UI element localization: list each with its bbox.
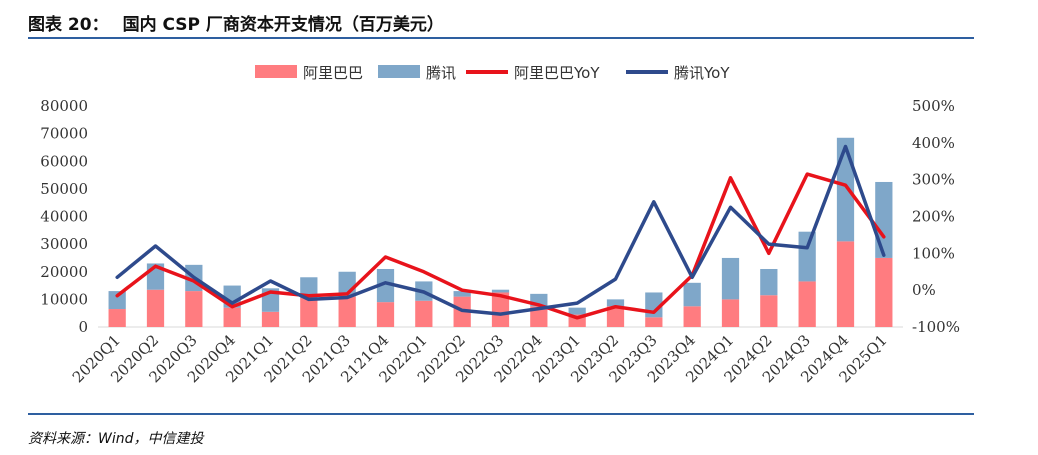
- bar-tencent: [568, 307, 586, 315]
- right-axis-tick: -100%: [912, 318, 960, 336]
- legend-label-alibaba-yoy: 阿里巴巴YoY: [514, 64, 600, 82]
- bar-alibaba: [798, 281, 816, 327]
- legend-swatch-alibaba: [255, 65, 297, 78]
- left-axis-tick: 0: [78, 318, 88, 336]
- bar-tencent: [108, 291, 126, 310]
- bar-tencent: [300, 277, 318, 298]
- bar-tencent: [376, 268, 395, 303]
- bar-tencent: [836, 137, 855, 242]
- bottom-rule: [28, 413, 974, 415]
- legend-label-alibaba: 阿里巴巴: [303, 64, 363, 82]
- bar-alibaba: [338, 296, 356, 327]
- left-axis-tick: 80000: [40, 97, 88, 115]
- top-rule: [28, 37, 974, 39]
- line-alibaba-yoy: [115, 172, 886, 320]
- bar-alibaba: [645, 317, 663, 327]
- figure-number: 图表 20：: [28, 15, 109, 35]
- bar-alibaba: [376, 302, 395, 327]
- bar-tencent: [606, 299, 625, 307]
- bar-tencent: [453, 291, 471, 297]
- bar-alibaba: [491, 292, 510, 327]
- bar-alibaba: [223, 307, 241, 327]
- left-axis-tick: 60000: [40, 152, 88, 170]
- right-axis-tick: 500%: [912, 97, 955, 115]
- bar-alibaba: [530, 306, 548, 327]
- bar-alibaba: [185, 291, 203, 327]
- bar-alibaba: [875, 257, 893, 327]
- bar-alibaba: [760, 295, 778, 327]
- bar-tencent: [683, 282, 701, 307]
- left-axis-tick: 70000: [40, 125, 88, 143]
- bar-alibaba: [683, 306, 701, 327]
- left-axis-tick: 50000: [40, 180, 88, 198]
- bar-alibaba: [606, 306, 625, 327]
- legend-label-tencent: 腾讯: [426, 64, 456, 82]
- left-axis-tick: 40000: [40, 208, 88, 226]
- bar-tencent: [760, 268, 778, 296]
- figure-title: 图表 20： 国内 CSP 厂商资本开支情况（百万美元）: [28, 10, 444, 35]
- legend-swatch-tencent: [378, 65, 420, 78]
- bar-alibaba: [415, 300, 433, 327]
- right-axis-tick: 0%: [912, 281, 936, 299]
- legend-label-tencent-yoy: 腾讯YoY: [674, 64, 730, 82]
- bar-alibaba: [836, 241, 855, 327]
- bar-tencent: [721, 257, 740, 300]
- bar-tencent: [875, 181, 893, 258]
- source-note: 资料来源：Wind，中信建投: [28, 431, 204, 447]
- line-tencent-yoy: [115, 144, 886, 316]
- right-axis-tick: 300%: [912, 171, 955, 189]
- left-axis-tick: 30000: [40, 235, 88, 253]
- bar-tencent: [491, 289, 510, 293]
- right-axis-tick: 100%: [912, 244, 955, 262]
- figure-title-text: 国内 CSP 厂商资本开支情况（百万美元）: [122, 15, 444, 35]
- bar-alibaba: [146, 289, 165, 327]
- bar-alibaba: [261, 311, 280, 327]
- bar-alibaba: [300, 297, 318, 327]
- bar-tencent: [798, 231, 816, 282]
- bar-alibaba: [721, 299, 740, 327]
- bar-alibaba: [108, 309, 126, 327]
- left-axis-tick: 10000: [40, 290, 88, 308]
- right-axis-tick: 400%: [912, 134, 955, 152]
- left-axis-tick: 20000: [40, 263, 88, 281]
- right-axis-tick: 200%: [912, 208, 955, 226]
